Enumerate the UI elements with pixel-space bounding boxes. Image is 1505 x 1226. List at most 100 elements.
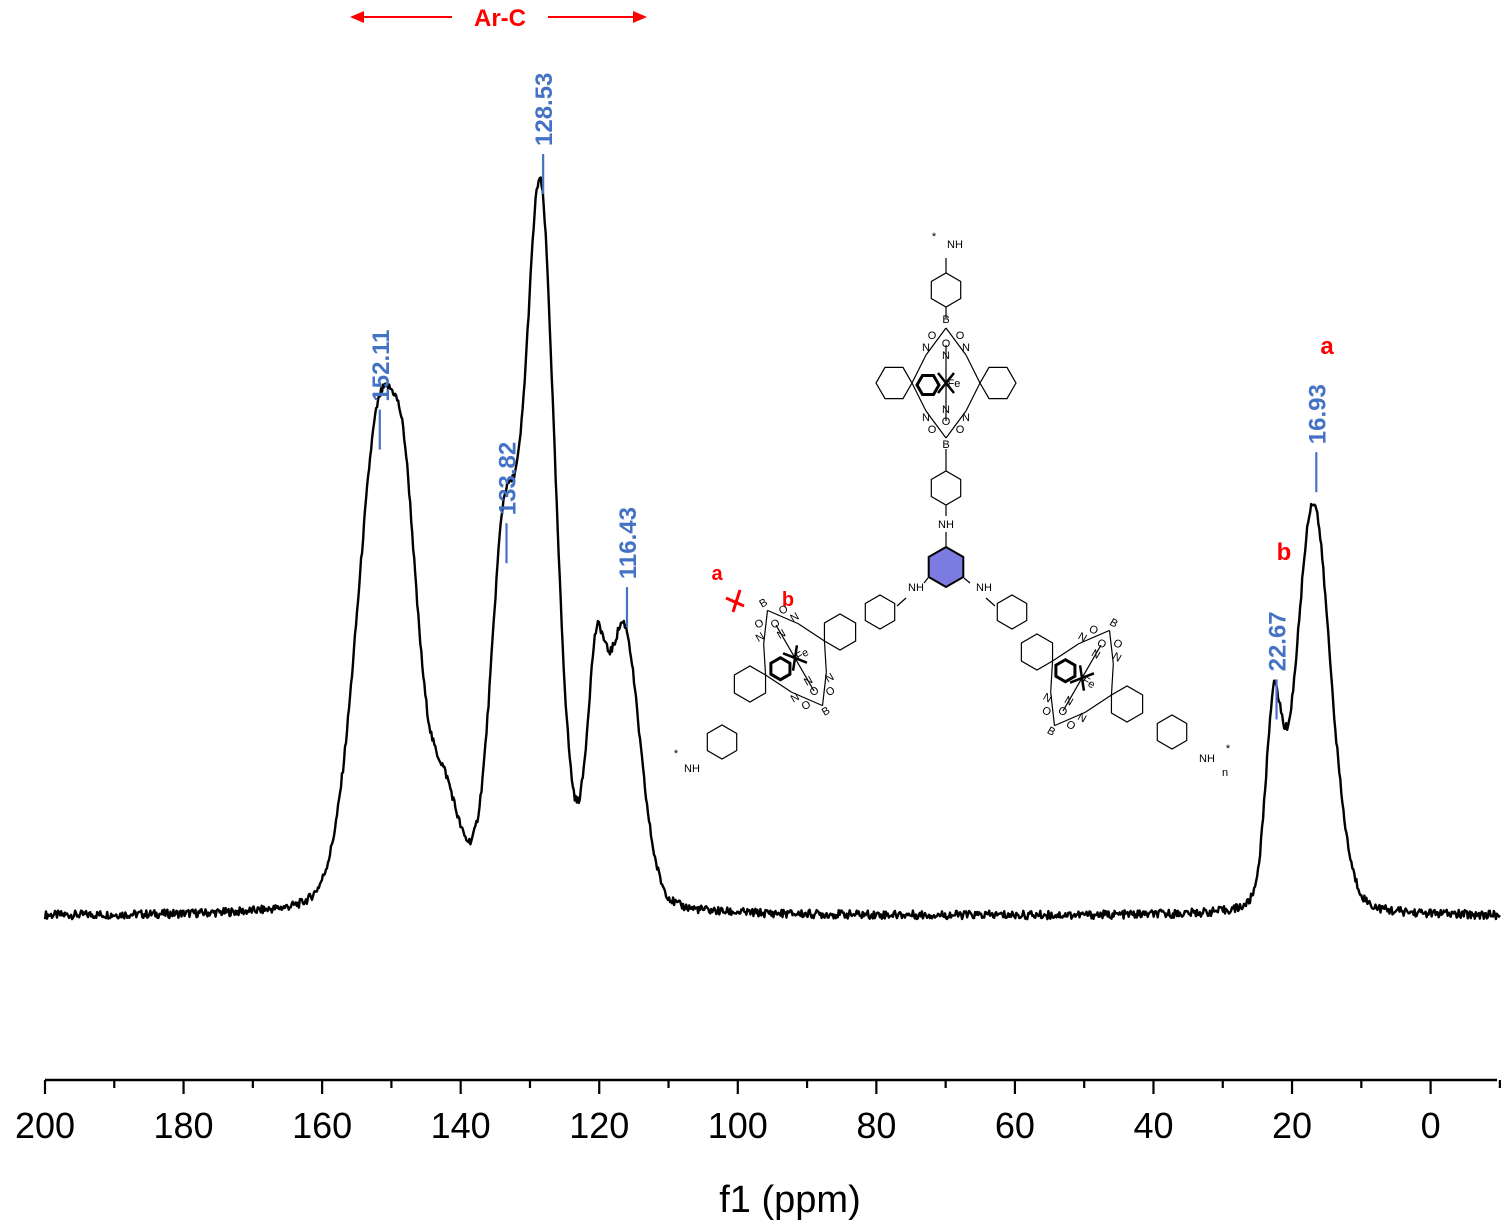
atom-label: * [932,231,937,243]
spectrum-line [43,176,1501,921]
bond [823,640,827,673]
atom-label: NH [684,763,700,775]
atom-label: NH [947,239,963,251]
bond [797,623,825,642]
x-tick-label: 120 [569,1105,629,1146]
atom-label: O [1111,637,1125,652]
atom-label: O [824,684,838,699]
bond [896,597,907,607]
plot-area: 152.11 133.82 128.53 116.43 22.67 16.93 [43,73,1501,921]
x-tick-label: 200 [15,1105,75,1146]
bond [763,610,769,644]
atom-label: NH [908,582,924,594]
ring [733,665,767,703]
x-tick-label: 160 [292,1105,352,1146]
bond [765,674,793,693]
ar-c-label: Ar-C [474,5,526,32]
atom-label: B [942,314,949,326]
atom-label: O [1056,704,1070,719]
bond [1050,660,1054,693]
bond [923,577,929,584]
peak-label: 133.82 [494,442,521,515]
x-tick-label: 180 [154,1105,214,1146]
atom-label: O [928,330,937,342]
bond [925,327,947,356]
bond [963,577,971,584]
atom-label: N [962,342,970,354]
ring [930,272,962,308]
atom-label: N [788,610,801,624]
atom-label: O [808,684,822,699]
atom-label: n [1222,767,1228,779]
atom-label: B [820,705,832,719]
ring [769,656,792,682]
atom-label: B [1107,616,1119,630]
bond [821,672,827,706]
assignment-b-label: b [1277,539,1292,566]
bond [1084,694,1112,713]
atom-label: Fe [948,378,961,390]
bond [1052,643,1080,662]
bond [1062,644,1102,712]
atom-label: O [942,416,951,428]
atom-label: N [942,404,950,416]
bond [763,643,767,676]
ring [1020,633,1054,671]
peak-label: 16.93 [1304,384,1331,444]
bond [925,410,947,439]
ring [915,374,941,396]
ring [1110,685,1144,723]
bond [911,354,927,384]
bond [965,382,981,412]
ring [979,366,1017,400]
x-tick-label: 40 [1133,1105,1173,1146]
atom-label: b [782,589,794,611]
ring [864,594,896,630]
atom-label: NH [1199,753,1215,765]
x-tick-label: 20 [1272,1105,1312,1146]
bond [1050,692,1056,726]
x-tick-label: 140 [431,1105,491,1146]
peak-label: 22.67 [1265,611,1292,671]
atom-label: O [942,338,951,350]
ar-c-range-arrow: Ar-C [350,5,647,32]
assignment-a-label: a [1320,333,1334,360]
atom-label: NH [976,582,992,594]
ring [996,594,1028,630]
bond-marker [725,589,745,613]
atom-label: N [962,412,970,424]
atom-label: * [674,748,679,760]
atom-label: a [711,563,723,585]
atom-label: O [928,424,937,436]
bond [791,691,823,707]
x-axis-title: f1 (ppm) [719,1179,860,1221]
bond [945,327,967,356]
ring [1156,714,1188,750]
x-axis: f1 (ppm) 200 180 160 140 120 100 80 60 40 20 0 [15,1078,1501,1221]
atom-label: B [757,596,769,610]
atom-label: Fe [1080,674,1097,691]
atom-label: N [1075,711,1088,725]
x-tick-label: 100 [708,1105,768,1146]
atom-label: O [1040,704,1054,719]
bond [945,410,967,439]
ring [930,470,962,506]
bond [775,624,815,692]
atom-label: NH [938,519,954,531]
atom-label: O [956,424,965,436]
annotations: Ar-C a b [350,5,1334,566]
atom-label: O [956,330,965,342]
atom-label: N [922,412,930,424]
peak-label: 116.43 [615,507,642,579]
atom-label: Fe [794,646,811,663]
atom-label: B [942,439,949,451]
atom-label: N [942,350,950,362]
ring [823,613,857,651]
ring [875,366,913,400]
bond [911,382,927,412]
bond [1078,629,1110,645]
